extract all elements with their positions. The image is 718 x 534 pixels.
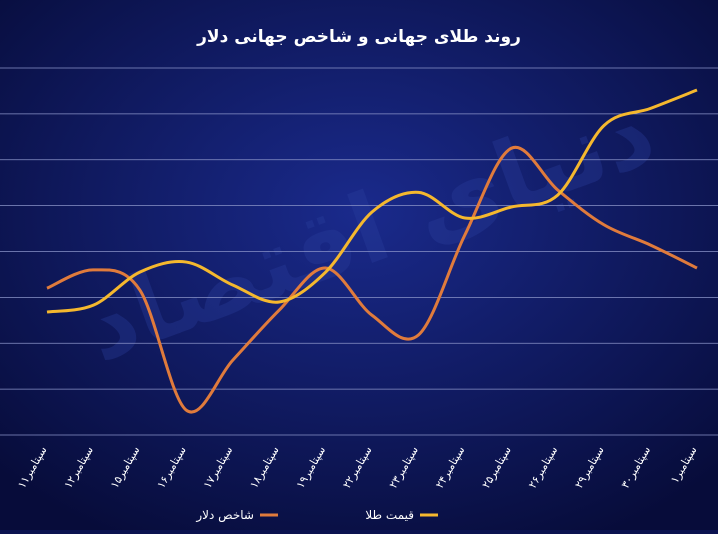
legend-label: شاخص دلار [195,508,254,523]
legend-label: قیمت طلا [365,508,414,522]
series-line [46,88,698,314]
chart-title: روند طلای جهانی و شاخص جهانی دلار [196,27,521,47]
series-line [46,145,698,414]
